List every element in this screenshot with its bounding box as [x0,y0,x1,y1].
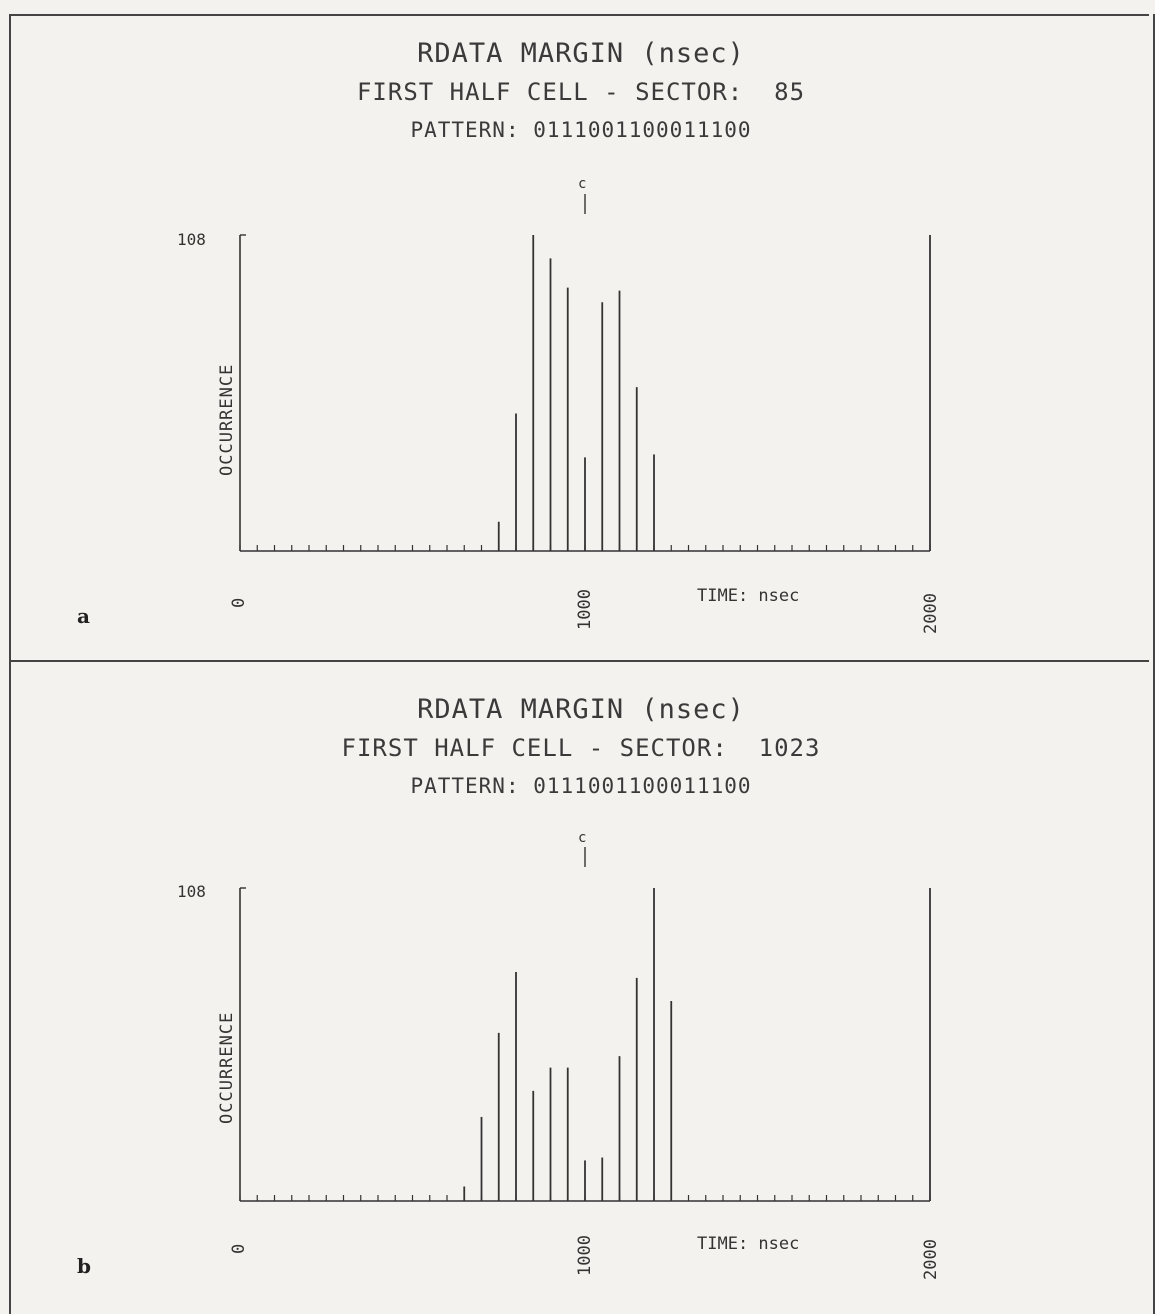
panel-letter: b [77,1254,91,1278]
center-marker-label: c [578,176,587,192]
panel-letter: a [77,604,90,628]
x-axis-label: TIME: nsec [697,1234,800,1254]
plot-area [239,194,931,552]
frame-border [1153,14,1155,1314]
chart-subtitle: FIRST HALF CELL - SECTOR: 85 [356,78,806,106]
center-marker-label: c [578,830,587,846]
x-axis-label: TIME: nsec [697,586,800,606]
plot-area [239,847,931,1202]
y-max-label: 108 [177,230,206,249]
chart-pattern: PATTERN: 0111001100011100 [410,774,752,798]
chart-subtitle: FIRST HALF CELL - SECTOR: 1023 [341,734,821,762]
chart-title: RDATA MARGIN (nsec) [417,38,745,69]
panel-a: RDATA MARGIN (nsec) FIRST HALF CELL - SE… [9,14,1149,662]
chart-pattern: PATTERN: 0111001100011100 [410,118,752,142]
y-max-label: 108 [177,882,206,901]
chart-title: RDATA MARGIN (nsec) [417,694,745,725]
panel-b: RDATA MARGIN (nsec) FIRST HALF CELL - SE… [9,662,1149,1314]
